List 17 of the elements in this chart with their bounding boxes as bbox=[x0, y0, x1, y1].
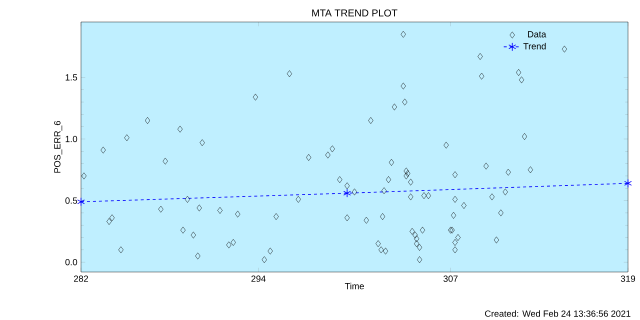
legend-label: Trend bbox=[523, 42, 546, 50]
y-tick-label: 1.5 bbox=[66, 74, 78, 81]
chart-title: MTA TREND PLOT bbox=[312, 9, 398, 16]
point bbox=[343, 188, 351, 198]
x-tick-label: 319 bbox=[620, 276, 636, 282]
x-tick-label: 282 bbox=[74, 276, 88, 282]
legend-label: Data bbox=[528, 31, 546, 38]
x-axis-title: Time bbox=[344, 282, 364, 290]
y-tick-label: 1.0 bbox=[66, 136, 78, 142]
y-axis-title: POS_ERR_6 bbox=[54, 120, 62, 173]
point bbox=[77, 197, 85, 206]
x-tick-label: 294 bbox=[251, 276, 266, 282]
text: Created: Wed Feb 24 13:36:56 2021 bbox=[485, 310, 630, 317]
y-tick-label: 0.5 bbox=[65, 197, 78, 204]
point bbox=[624, 178, 632, 188]
x-tick-label: 307 bbox=[443, 276, 458, 282]
y-tick-label: 0.0 bbox=[65, 258, 78, 266]
